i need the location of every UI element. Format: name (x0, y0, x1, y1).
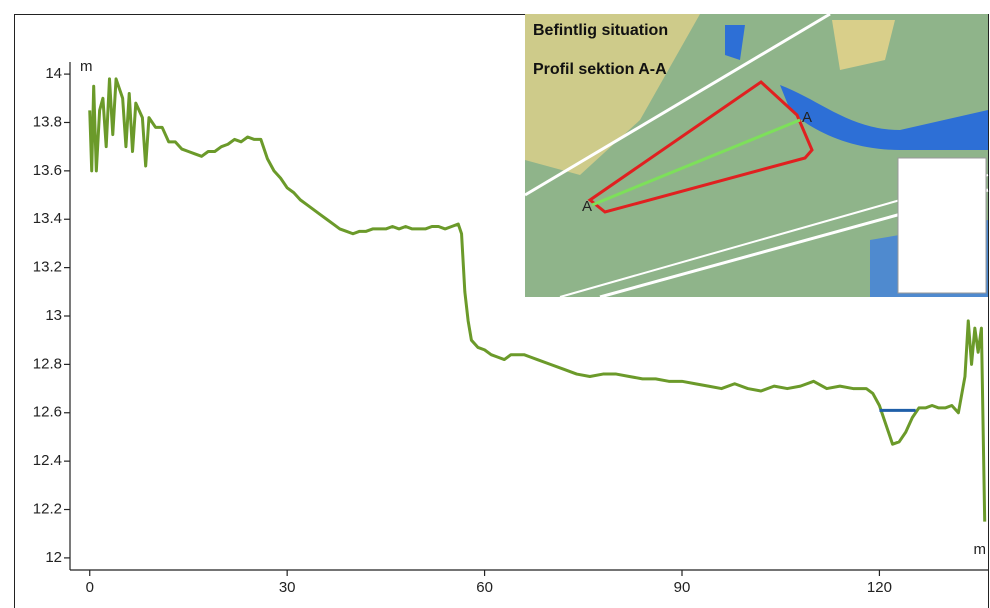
y-tick-label: 12.2 (33, 500, 62, 517)
y-tick-label: 14 (45, 65, 62, 82)
map-section-outline (587, 80, 814, 214)
map-buildings (525, 14, 700, 175)
x-tick-label: 90 (674, 579, 691, 596)
inset-map: Befintlig situation Profil sektion A-A A… (524, 12, 989, 299)
x-tick-label: 30 (279, 579, 296, 596)
inset-subtitle: Profil sektion A-A (533, 61, 667, 78)
y-tick-label: 13 (45, 307, 62, 324)
profile-line (88, 77, 987, 522)
x-unit: m (974, 541, 987, 558)
y-unit: m (80, 58, 93, 75)
x-tick-label: 60 (476, 579, 493, 596)
map-legend (897, 157, 987, 294)
y-tick-label: 12.6 (33, 404, 62, 421)
y-tick-label: 13.8 (33, 113, 62, 130)
frame (14, 14, 989, 608)
map-road (524, 12, 831, 197)
map-water (725, 25, 745, 60)
y-tick-label: 13.2 (33, 259, 62, 276)
x-tick-label: 0 (86, 579, 94, 596)
y-tick-label: 12 (45, 549, 62, 566)
section-label: A (582, 198, 592, 215)
x-tick-label: 120 (867, 579, 892, 596)
inset-title: Befintlig situation (533, 22, 668, 39)
y-tick-label: 13.4 (33, 210, 62, 227)
map-building (832, 20, 895, 70)
y-tick-label: 13.6 (33, 162, 62, 179)
y-tick-label: 12.8 (33, 355, 62, 372)
map-water (780, 85, 988, 150)
map-section-line (591, 118, 801, 207)
y-tick-label: 12.4 (33, 452, 62, 469)
section-label: A (802, 109, 812, 126)
